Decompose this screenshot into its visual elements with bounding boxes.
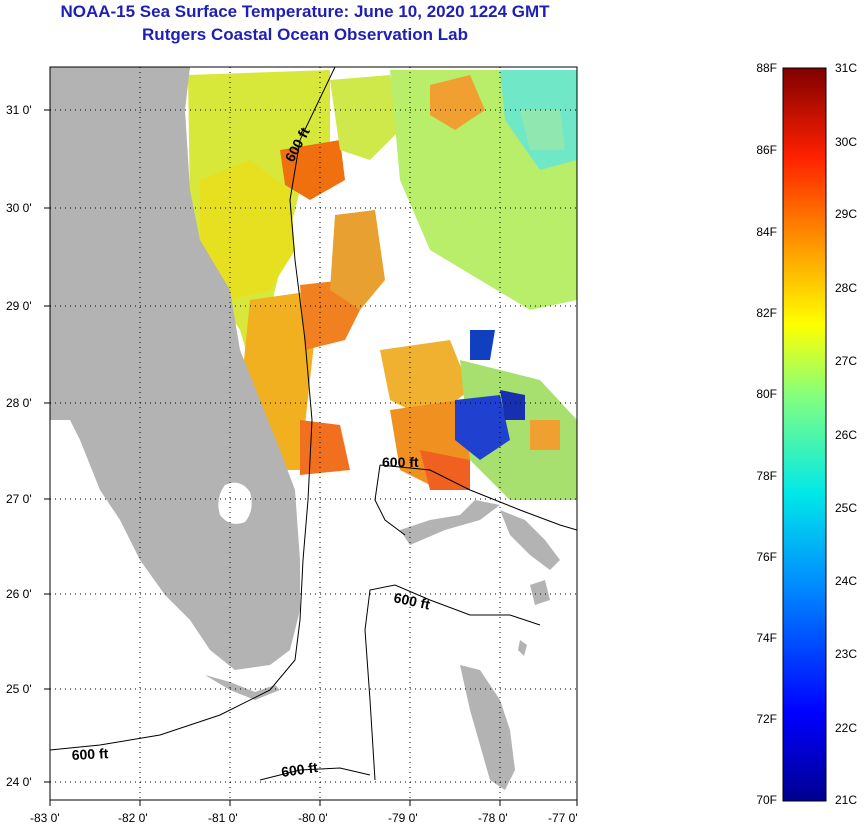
colorbar-celsius-labels: 31C 30C 29C 28C 27C 26C 25C 24C 23C 22C …: [835, 61, 857, 807]
latitude-labels: 31 0' 30 0' 29 0' 28 0' 27 0' 26 0' 25 0…: [6, 103, 32, 789]
bahama-cay-2: [518, 640, 527, 656]
contour-label-tongue: 600 ft: [392, 589, 431, 612]
lat-label: 31 0': [6, 103, 32, 117]
celsius-label: 21C: [835, 793, 857, 807]
celsius-label: 26C: [835, 428, 857, 442]
fahrenheit-label: 72F: [756, 712, 777, 726]
lat-label: 24 0': [6, 775, 32, 789]
fahrenheit-label: 74F: [756, 631, 777, 645]
longitude-labels: -83 0' -82 0' -81 0' -80 0' -79 0' -78 0…: [30, 811, 578, 825]
celsius-label: 27C: [835, 354, 857, 368]
lat-label: 30 0': [6, 201, 32, 215]
celsius-label: 30C: [835, 135, 857, 149]
celsius-label: 25C: [835, 501, 857, 515]
grid-lines: [50, 67, 577, 800]
lon-label: -82 0': [118, 811, 148, 825]
lat-label: 25 0': [6, 682, 32, 696]
lon-label: -83 0': [30, 811, 60, 825]
lat-label: 28 0': [6, 396, 32, 410]
contour-600ft-bahamas-west: [374, 464, 406, 536]
contour-600ft-south: [259, 767, 371, 781]
temperature-colorbar: 88F 86F 84F 82F 80F 78F 76F 74F 72F 70F …: [756, 61, 857, 807]
fahrenheit-label: 86F: [756, 143, 777, 157]
celsius-label: 23C: [835, 647, 857, 661]
lon-label: -79 0': [388, 811, 418, 825]
colorbar-gradient: [782, 67, 827, 802]
celsius-label: 28C: [835, 281, 857, 295]
fahrenheit-label: 70F: [756, 793, 777, 807]
lon-label: -78 0': [478, 811, 508, 825]
florida-keys: [205, 675, 280, 700]
celsius-label: 29C: [835, 207, 857, 221]
map-title: NOAA-15 Sea Surface Temperature: June 10…: [60, 2, 550, 21]
celsius-label: 24C: [835, 574, 857, 588]
lat-label: 26 0': [6, 587, 32, 601]
map-subtitle: Rutgers Coastal Ocean Observation Lab: [142, 25, 468, 44]
contour-600ft-tongue: [364, 584, 541, 781]
celsius-label: 31C: [835, 61, 857, 75]
fahrenheit-label: 76F: [756, 550, 777, 564]
land-layer: [50, 67, 560, 790]
lat-label: 27 0': [6, 492, 32, 506]
grand-bahama: [400, 500, 500, 545]
map-content: 600 ft 600 ft 600 ft 600 ft 600 ft: [50, 67, 577, 800]
bathymetry-contours: [50, 67, 577, 781]
bahama-cay: [530, 580, 550, 605]
celsius-label: 22C: [835, 721, 857, 735]
fahrenheit-label: 88F: [756, 61, 777, 75]
lon-label: -80 0': [298, 811, 328, 825]
lake-okeechobee: [218, 482, 252, 524]
contour-label-south: 600 ft: [280, 759, 319, 780]
axis-ticks: [44, 109, 578, 806]
fahrenheit-label: 80F: [756, 387, 777, 401]
lat-label: 29 0': [6, 299, 32, 313]
map-border: [49, 66, 578, 801]
contour-600ft-east-florida: [50, 67, 336, 751]
contour-label-southwest: 600 ft: [71, 745, 109, 763]
lon-label: -81 0': [208, 811, 238, 825]
fahrenheit-label: 78F: [756, 469, 777, 483]
fahrenheit-label: 84F: [756, 225, 777, 239]
colorbar-fahrenheit-labels: 88F 86F 84F 82F 80F 78F 76F 74F 72F 70F: [756, 61, 777, 807]
abaco: [500, 510, 560, 570]
contour-600ft-bahamas-north: [379, 464, 577, 531]
fahrenheit-label: 82F: [756, 306, 777, 320]
sst-data-layer: [50, 70, 577, 500]
lon-label: -77 0': [548, 811, 578, 825]
contour-label-bahamas: 600 ft: [382, 454, 419, 470]
andros: [460, 665, 515, 790]
florida-panhandle-edge: [50, 67, 190, 70]
